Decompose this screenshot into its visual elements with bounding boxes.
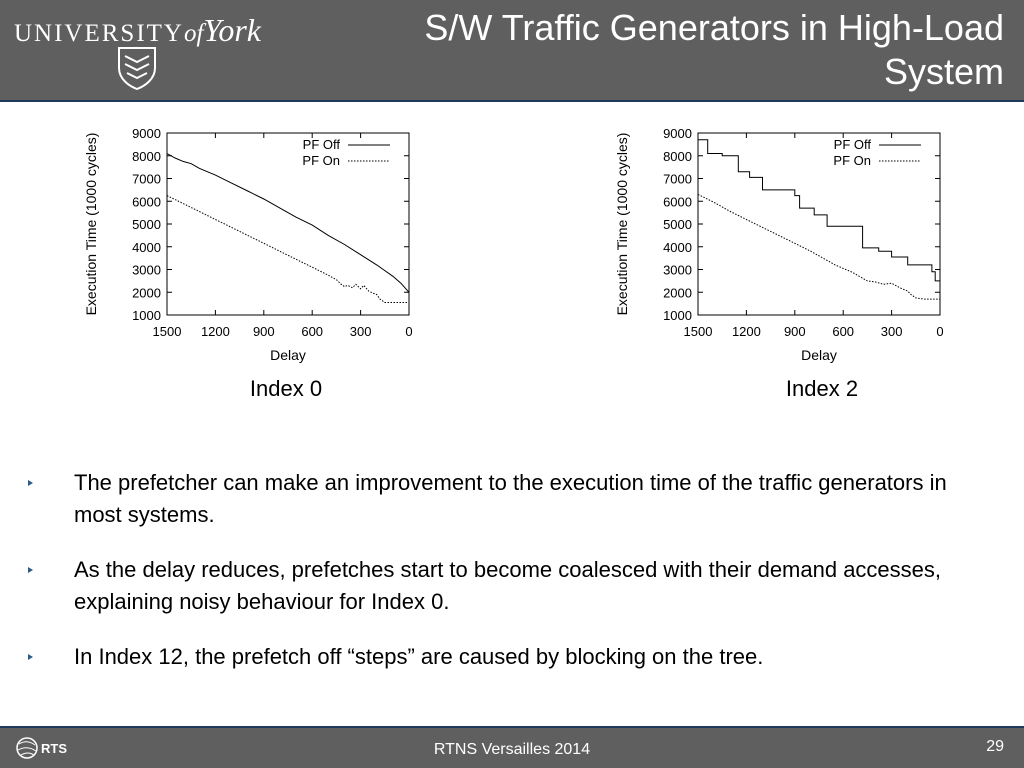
bullet-arrow-icon [28,654,33,660]
y-tick-label: 6000 [663,194,692,209]
x-tick-label: 900 [253,324,275,339]
series-line-pf-on [166,195,409,303]
legend-label: PF On [302,153,340,168]
slide-title: S/W Traffic Generators in High-Load Syst… [304,6,1004,94]
x-tick-label: 600 [301,324,323,339]
legend-label: PF Off [834,137,872,152]
y-tick-label: 2000 [663,285,692,300]
slide-title-line1: S/W Traffic Generators in High-Load [424,7,1004,48]
series-line-pf-on [697,193,940,300]
logo-university-text: UNIVERSITY [14,20,184,47]
chart-index-0: 1000200030004000500060007000800090001500… [83,126,413,363]
x-tick-label: 1200 [201,324,230,339]
y-tick-label: 2000 [132,285,161,300]
series-line-pf-off [698,139,940,282]
rts-logo: RTS [16,737,67,759]
y-tick-label: 8000 [132,149,161,164]
x-tick-label: 300 [350,324,372,339]
chart-caption-index-0: Index 0 [249,376,323,401]
rts-logo-text: RTS [41,741,67,756]
y-tick-label: 5000 [132,217,161,232]
y-tick-label: 4000 [132,240,161,255]
logo-of-text: of [184,20,204,47]
page-number: 29 [986,738,1004,755]
slide-title-line2: System [883,51,1004,92]
series-line-pf-off [166,153,410,293]
y-tick-label: 3000 [663,263,692,278]
x-axis-label: Delay [270,347,306,363]
legend-label: PF Off [303,137,341,152]
footer-conference-text: RTNS Versailles 2014 [433,741,591,758]
bullet-text: The prefetcher can make an improvement t… [74,470,947,527]
legend-label: PF On [833,153,871,168]
slide-footer: RTS RTNS Versailles 2014 29 [0,726,1024,768]
bullet-text: As the delay reduces, prefetches start t… [74,557,942,614]
bullet-list: The prefetcher can make an improvement t… [28,467,998,696]
x-tick-label: 600 [832,324,854,339]
x-tick-label: 300 [881,324,903,339]
x-tick-label: 0 [405,324,412,339]
y-tick-label: 9000 [663,126,692,141]
university-of-york-logo: UNIVERSITYofYork [14,6,274,92]
x-tick-label: 900 [784,324,806,339]
y-tick-label: 4000 [663,240,692,255]
bullet-item: The prefetcher can make an improvement t… [28,467,998,531]
y-tick-label: 8000 [663,149,692,164]
x-tick-label: 1500 [153,324,182,339]
bullet-text: In Index 12, the prefetch off “steps” ar… [74,644,764,669]
bullet-item: As the delay reduces, prefetches start t… [28,554,998,618]
chart-caption-index-2: Index 2 [785,376,859,401]
x-tick-label: 0 [936,324,943,339]
x-tick-label: 1200 [732,324,761,339]
bullet-arrow-icon [28,480,33,486]
y-tick-label: 7000 [132,172,161,187]
y-tick-label: 3000 [132,263,161,278]
y-axis-label: Execution Time (1000 cycles) [614,133,630,316]
y-tick-label: 9000 [132,126,161,141]
slide-header: UNIVERSITYofYork S/W Traffic Generators … [0,0,1024,102]
y-tick-label: 6000 [132,194,161,209]
x-tick-label: 1500 [684,324,713,339]
crest-icon [118,47,156,90]
logo-york-text: York [203,12,261,48]
plot-frame [166,132,410,316]
y-tick-label: 1000 [132,308,161,323]
y-tick-label: 1000 [663,308,692,323]
bullet-item: In Index 12, the prefetch off “steps” ar… [28,641,998,673]
y-tick-label: 7000 [663,172,692,187]
x-axis-label: Delay [801,347,837,363]
chart-index-2: 1000200030004000500060007000800090001500… [614,126,944,363]
y-tick-label: 5000 [663,217,692,232]
y-axis-label: Execution Time (1000 cycles) [83,133,99,316]
bullet-arrow-icon [28,567,33,573]
plot-frame [697,132,941,316]
